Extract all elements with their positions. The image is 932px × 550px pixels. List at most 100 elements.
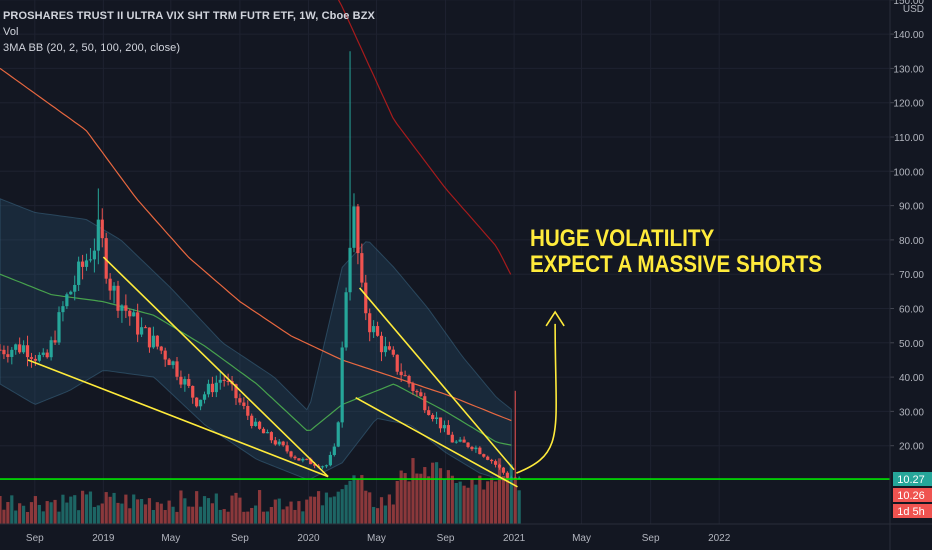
candle-body: [391, 349, 395, 355]
volume-bar: [446, 470, 450, 524]
candle-body: [139, 327, 144, 335]
price-axis[interactable]: 20.00 30.00 40.00 50.00 60.00 70.00 80.00 90.00…: [889, 0, 924, 550]
candle-body: [470, 446, 474, 450]
candle-body: [273, 440, 277, 445]
volume-bar: [352, 475, 356, 524]
volume-bar: [238, 497, 242, 524]
volume-bar: [513, 479, 517, 524]
candle-body: [92, 250, 96, 260]
candle-body: [254, 421, 258, 426]
trendline: [102, 256, 329, 478]
axis-unit: USD: [903, 4, 924, 15]
volume-bar: [387, 494, 391, 524]
volume-bar: [501, 476, 506, 524]
candle-body: [324, 465, 329, 467]
volume-bar: [324, 492, 329, 524]
trendline: [355, 396, 518, 488]
arrow-shaft: [516, 323, 557, 474]
volume-bar: [14, 510, 18, 524]
x-tick-label: 2022: [708, 533, 731, 544]
volume-bar: [423, 467, 427, 524]
candle-body: [147, 327, 152, 348]
volume-bar: [132, 494, 136, 524]
indicator-legend[interactable]: 3MA BB (20, 2, 50, 100, 200, close): [3, 42, 181, 54]
y-tick-label: 110.00: [894, 133, 924, 144]
candle-body: [41, 352, 45, 355]
volume-bar: [273, 499, 277, 524]
candle-body: [100, 219, 104, 239]
candle-body: [128, 310, 132, 317]
candle-body: [269, 432, 273, 441]
volume-bar: [41, 511, 45, 524]
candle-body: [242, 402, 246, 406]
time-axis[interactable]: Sep 2019 May Sep 2020 May Sep 2021 May Sep 2022: [0, 523, 932, 544]
volume-bar: [297, 501, 301, 524]
price-badge-last: [893, 472, 932, 486]
annotation-line-1: HUGE VOLATILITY: [530, 225, 715, 252]
volume-bar: [372, 506, 376, 524]
volume-bar: [179, 490, 183, 524]
x-tick-label: 2019: [92, 533, 115, 544]
candle-body: [293, 456, 297, 459]
volume-bar: [332, 496, 336, 524]
candle-body: [171, 361, 175, 366]
candle-body: [104, 238, 108, 279]
candle-body: [352, 206, 356, 248]
volume-bar: [517, 490, 521, 524]
volume-bar: [309, 496, 313, 524]
volume-bar: [411, 458, 415, 524]
volume-bar: [202, 496, 207, 524]
candle-body: [313, 464, 317, 466]
candle-body: [80, 261, 85, 267]
candle-body: [446, 425, 450, 435]
candle-body: [261, 428, 266, 434]
volume-legend[interactable]: Vol: [3, 26, 19, 38]
volume-bar: [139, 499, 144, 524]
candle-body: [368, 313, 372, 333]
volume-bar: [438, 468, 443, 524]
volume-bar: [37, 504, 41, 524]
symbol-title[interactable]: PROSHARES TRUST II ULTRA VIX SHT TRM FUT…: [3, 10, 375, 22]
volume-bar: [344, 484, 348, 524]
volume-bar: [265, 511, 270, 524]
candle-body: [96, 219, 100, 251]
volume-bar: [61, 494, 65, 524]
volume-bar: [509, 464, 513, 524]
trendlines[interactable]: [27, 256, 518, 488]
candle-body: [108, 278, 112, 291]
volume-bar: [450, 475, 454, 524]
candle-body: [69, 291, 73, 295]
volume-bar: [497, 458, 502, 524]
candle-body: [206, 383, 211, 395]
volume-bar: [289, 501, 293, 524]
candle-body: [29, 357, 34, 359]
candle-body: [375, 326, 380, 336]
y-tick-label: 90.00: [899, 202, 924, 213]
volume-bar: [6, 502, 10, 524]
y-tick-label: 150.00: [893, 0, 924, 7]
annotation-text[interactable]: HUGE VOLATILITY EXPECT A MASSIVE SHORTS: [530, 226, 822, 278]
candles: [0, 51, 521, 479]
candle-body: [509, 477, 513, 479]
candle-body: [53, 340, 57, 343]
volume-bar: [391, 504, 395, 524]
volume-bar: [356, 479, 360, 524]
y-tick-label: 60.00: [899, 305, 924, 316]
volume-bar: [120, 503, 124, 524]
candle-body: [246, 405, 250, 416]
candle-body: [454, 441, 458, 443]
volume-bar: [261, 511, 266, 524]
candle-body: [328, 454, 332, 466]
up-arrow-drawing[interactable]: [516, 310, 565, 474]
candle-body: [88, 259, 93, 261]
x-tick-label: Sep: [231, 533, 249, 544]
volume-bar: [301, 511, 305, 524]
volume-bars: [0, 458, 521, 524]
candle-body: [513, 477, 517, 479]
candle-body: [387, 346, 391, 350]
y-tick-label: 30.00: [899, 407, 924, 418]
volume-bar: [29, 502, 34, 524]
volume-bar: [33, 496, 37, 524]
candle-body: [364, 282, 368, 314]
